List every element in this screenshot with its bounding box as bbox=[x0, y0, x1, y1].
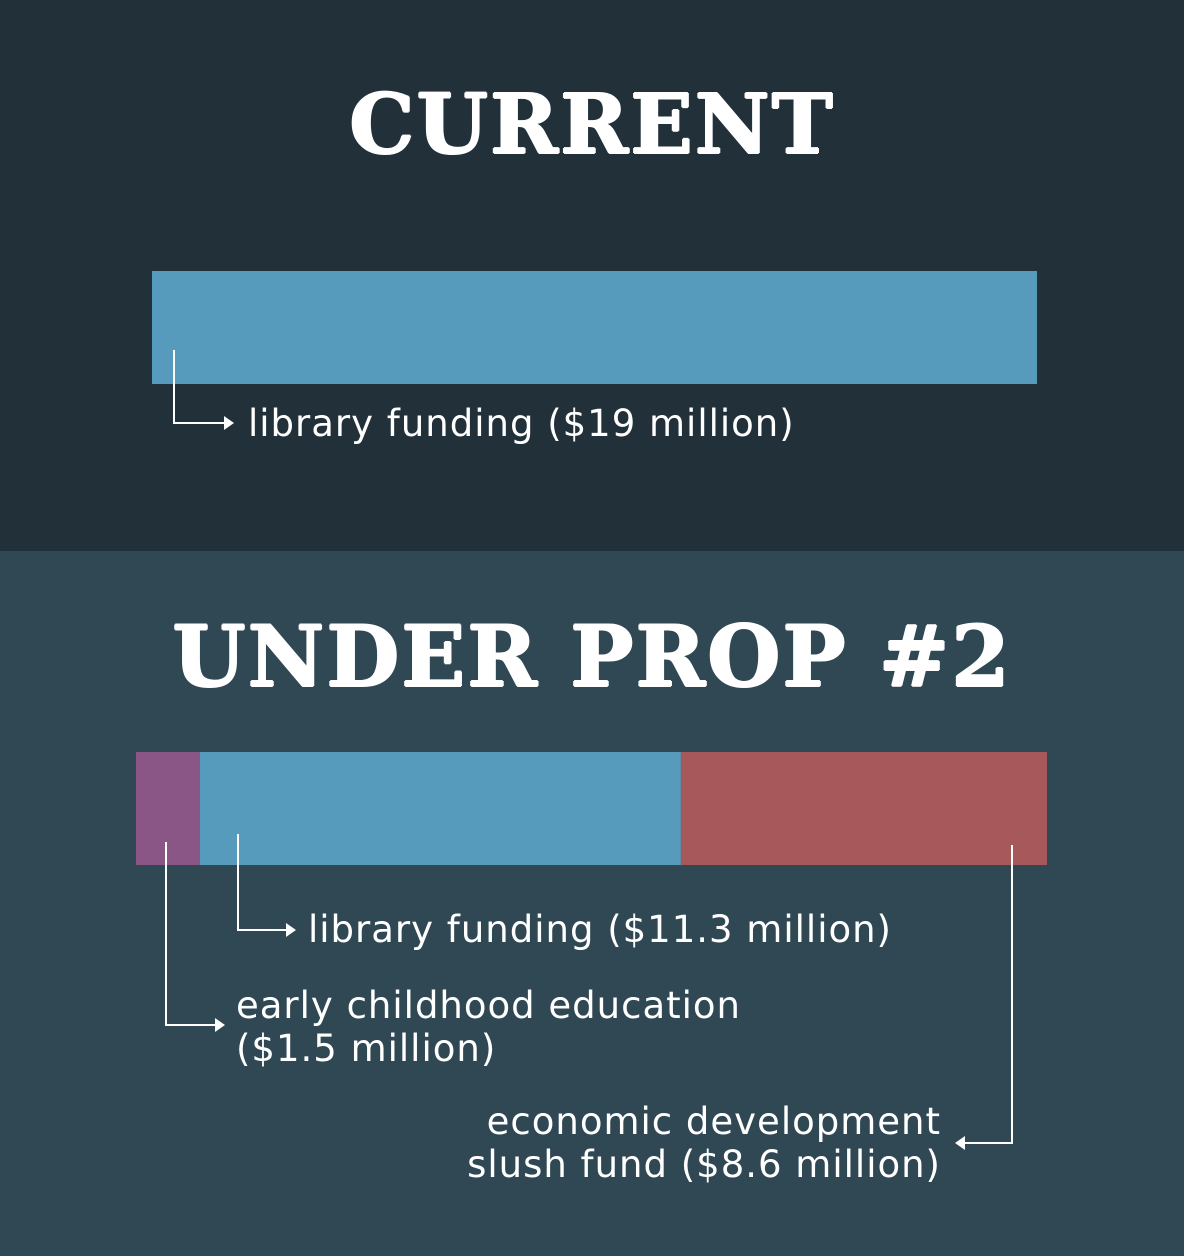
economic-development-label-line1: economic development bbox=[486, 1100, 941, 1143]
prop-library-connector bbox=[237, 834, 296, 937]
prop-early-childhood-connector bbox=[165, 842, 225, 1032]
early-childhood-label-line2: ($1.5 million) bbox=[236, 1027, 497, 1070]
prop-panel bbox=[0, 551, 1184, 1256]
current-library-connector-arrow-icon bbox=[224, 416, 234, 430]
prop-bar-group bbox=[136, 752, 1047, 865]
prop-early-childhood-connector-line bbox=[165, 842, 216, 1026]
prop-bar-economic-development-slush-fund bbox=[680, 752, 1047, 865]
prop-bar-early-childhood-education bbox=[136, 752, 200, 865]
current-bar-group bbox=[152, 271, 1037, 384]
prop-heading: UNDER PROP #2 bbox=[172, 607, 1012, 706]
prop-library-connector-arrow-icon bbox=[286, 923, 296, 937]
current-heading: CURRENT bbox=[349, 77, 835, 173]
prop-early-childhood-connector-arrow-icon bbox=[215, 1018, 225, 1032]
prop-economic-development-label: economic development slush fund ($8.6 mi… bbox=[467, 1100, 941, 1186]
prop-economic-development-connector bbox=[955, 845, 1013, 1150]
connector-group bbox=[165, 350, 1013, 1150]
current-bar-library-funding bbox=[152, 271, 1037, 384]
economic-development-label-line2: slush fund ($8.6 million) bbox=[467, 1143, 941, 1186]
current-library-label: library funding ($19 million) bbox=[248, 402, 795, 445]
prop-early-childhood-label: early childhood education ($1.5 million) bbox=[236, 984, 741, 1070]
prop-economic-development-connector-arrow-icon bbox=[955, 1136, 965, 1150]
prop-library-label: library funding ($11.3 million) bbox=[308, 908, 892, 951]
prop-library-connector-line bbox=[237, 834, 286, 931]
current-library-connector bbox=[173, 350, 234, 430]
prop-bar-library-funding bbox=[199, 752, 681, 865]
current-library-connector-line bbox=[173, 350, 226, 424]
early-childhood-label-line1: early childhood education bbox=[236, 984, 741, 1027]
prop-economic-development-connector-line bbox=[965, 845, 1013, 1144]
